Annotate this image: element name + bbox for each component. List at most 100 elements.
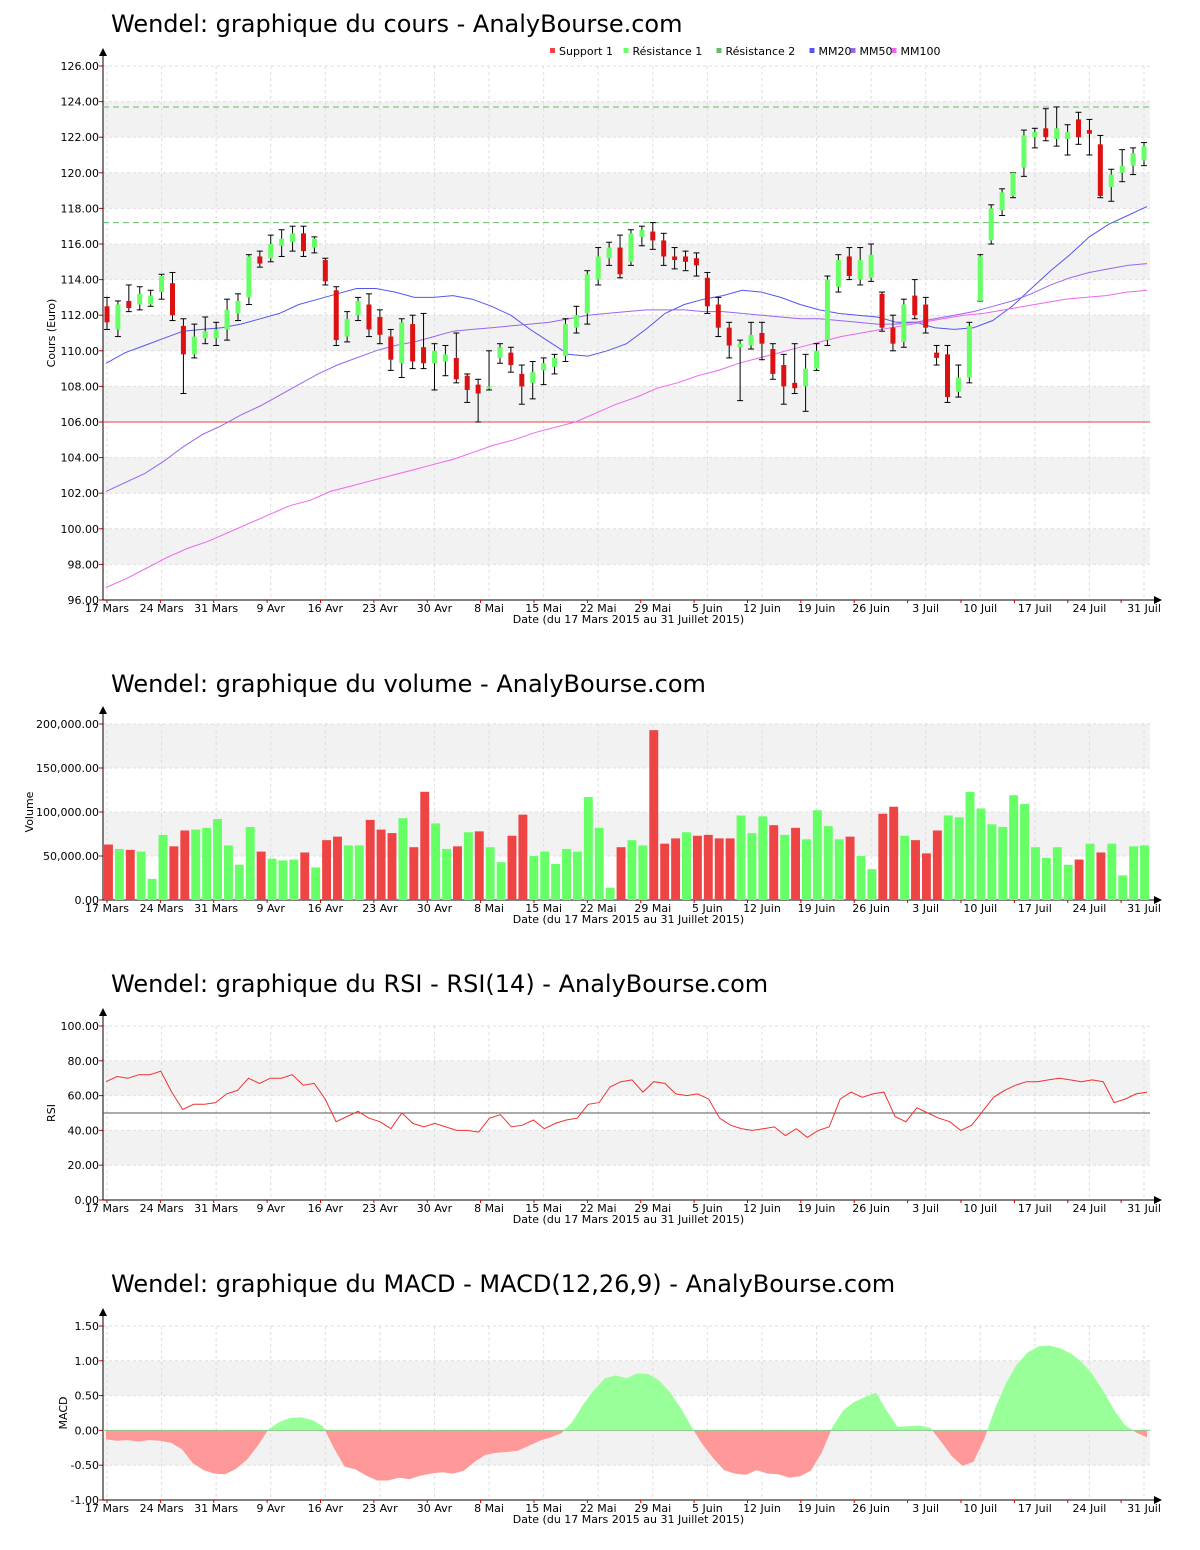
volume-bar [169, 846, 179, 900]
candle-body [191, 336, 197, 355]
rsi-x-tick-label: 24 Mars [140, 1202, 184, 1215]
price-y-tick-label: 114.00 [61, 274, 100, 287]
rsi-x-tick-label: 5 Juin [692, 1202, 723, 1215]
volume-x-tick-label: 19 Juin [798, 902, 836, 915]
rsi-y-tick-label: 60.00 [68, 1090, 100, 1103]
volume-y-tick-label: 200,000.00 [36, 718, 99, 731]
candle-body [159, 276, 165, 293]
volume-bar [605, 887, 615, 900]
volume-bar [387, 833, 397, 900]
volume-bar [1096, 852, 1106, 900]
candle-body [1119, 165, 1125, 173]
candle-body [519, 373, 525, 387]
rsi-x-tick-label: 31 Mars [194, 1202, 238, 1215]
macd-chart-panel: Wendel: graphique du MACD - MACD(12,26,9… [0, 1260, 1200, 1550]
candle-body [180, 325, 186, 355]
candle-body [1130, 153, 1136, 166]
legend-label: Support 1 [559, 45, 613, 58]
volume-bar [1052, 847, 1062, 900]
candle-body [934, 352, 940, 358]
volume-x-tick-label: 3 Juil [912, 902, 939, 915]
volume-bar [780, 834, 790, 900]
price-x-axis-label: Date (du 17 Mars 2015 au 31 Juillet 2015… [513, 613, 744, 626]
rsi-x-tick-label: 17 Juil [1018, 1202, 1052, 1215]
candle-body [1021, 135, 1027, 168]
macd-x-axis-arrow [1154, 1496, 1162, 1504]
candle-body [661, 240, 667, 257]
macd-y-tick-label: 0.00 [75, 1424, 100, 1437]
macd-x-tick-label: 22 Mai [580, 1502, 617, 1515]
price-band [103, 386, 1150, 422]
volume-bar [114, 848, 124, 900]
volume-x-tick-label: 8 Mai [474, 902, 504, 915]
volume-x-tick-label: 26 Juin [852, 902, 890, 915]
macd-positive-area [267, 1417, 325, 1431]
candle-body [410, 324, 416, 362]
macd-x-tick-label: 8 Mai [474, 1502, 504, 1515]
price-y-tick-label: 106.00 [61, 416, 100, 429]
volume-x-tick-label: 23 Avr [362, 902, 398, 915]
price-x-tick-label: 8 Mai [474, 602, 504, 615]
candle-body [1054, 128, 1060, 139]
volume-bar [1107, 843, 1117, 900]
macd-x-tick-label: 10 Juil [963, 1502, 997, 1515]
price-band [103, 457, 1150, 494]
macd-y-axis-label: MACD [57, 1397, 70, 1430]
volume-bar [823, 826, 833, 900]
price-band [103, 528, 1150, 565]
volume-bar [289, 859, 299, 900]
macd-x-tick-label: 19 Juin [798, 1502, 836, 1515]
candle-body [639, 229, 645, 237]
volume-y-axis-label: Volume [23, 791, 36, 832]
price-y-tick-label: 98.00 [68, 558, 100, 571]
candle-body [344, 318, 350, 337]
candle-body [835, 260, 841, 287]
price-y-tick-label: 118.00 [61, 202, 100, 215]
price-x-tick-label: 17 Mars [85, 602, 129, 615]
candle-body [355, 300, 361, 316]
volume-x-tick-label: 24 Mars [140, 902, 184, 915]
volume-bar [463, 832, 473, 900]
volume-bar [1031, 847, 1040, 900]
volume-bar [354, 845, 364, 900]
legend-swatch [809, 48, 815, 53]
rsi-chart: 0.00 20.00 40.00 60.00 80.00 100.00 17 Mars 24 … [45, 1008, 1162, 1226]
candle-body [945, 354, 951, 398]
volume-bar [343, 845, 353, 900]
moving-average-mm50 [105, 263, 1148, 492]
candle-body [421, 347, 427, 364]
volume-bar [889, 806, 899, 900]
candle-body [431, 350, 437, 364]
rsi-x-tick-label: 17 Mars [85, 1202, 129, 1215]
volume-x-axis-label: Date (du 17 Mars 2015 au 31 Juillet 2015… [513, 913, 744, 926]
volume-bar [191, 829, 201, 900]
price-x-tick-label: 29 Mai [634, 602, 671, 615]
volume-bar [583, 797, 593, 900]
macd-positive-area [831, 1392, 933, 1431]
volume-bar [943, 815, 953, 900]
volume-bar [213, 819, 222, 900]
volume-bar [202, 827, 212, 900]
volume-bar [158, 834, 168, 900]
rsi-y-tick-label: 80.00 [68, 1055, 100, 1068]
volume-bar [867, 869, 877, 900]
volume-bar [1074, 859, 1084, 900]
volume-bar [398, 818, 408, 900]
volume-bar [376, 829, 386, 900]
legend-swatch [850, 48, 856, 53]
candle-body [1032, 131, 1038, 138]
macd-y-tick-label: 0.50 [75, 1390, 100, 1403]
rsi-x-tick-label: 30 Avr [417, 1202, 453, 1215]
volume-bar [485, 847, 495, 900]
volume-bar [256, 851, 266, 900]
volume-x-tick-label: 10 Juil [963, 902, 997, 915]
volume-bar [703, 834, 713, 900]
macd-x-tick-label: 29 Mai [634, 1502, 671, 1515]
rsi-x-tick-label: 31 Juil [1127, 1202, 1161, 1215]
candle-body [115, 304, 121, 330]
candle-body [486, 386, 492, 389]
volume-x-tick-label: 17 Juil [1018, 902, 1052, 915]
candle-body [1141, 146, 1147, 161]
candle-body [584, 274, 590, 314]
volume-bar [333, 836, 342, 900]
